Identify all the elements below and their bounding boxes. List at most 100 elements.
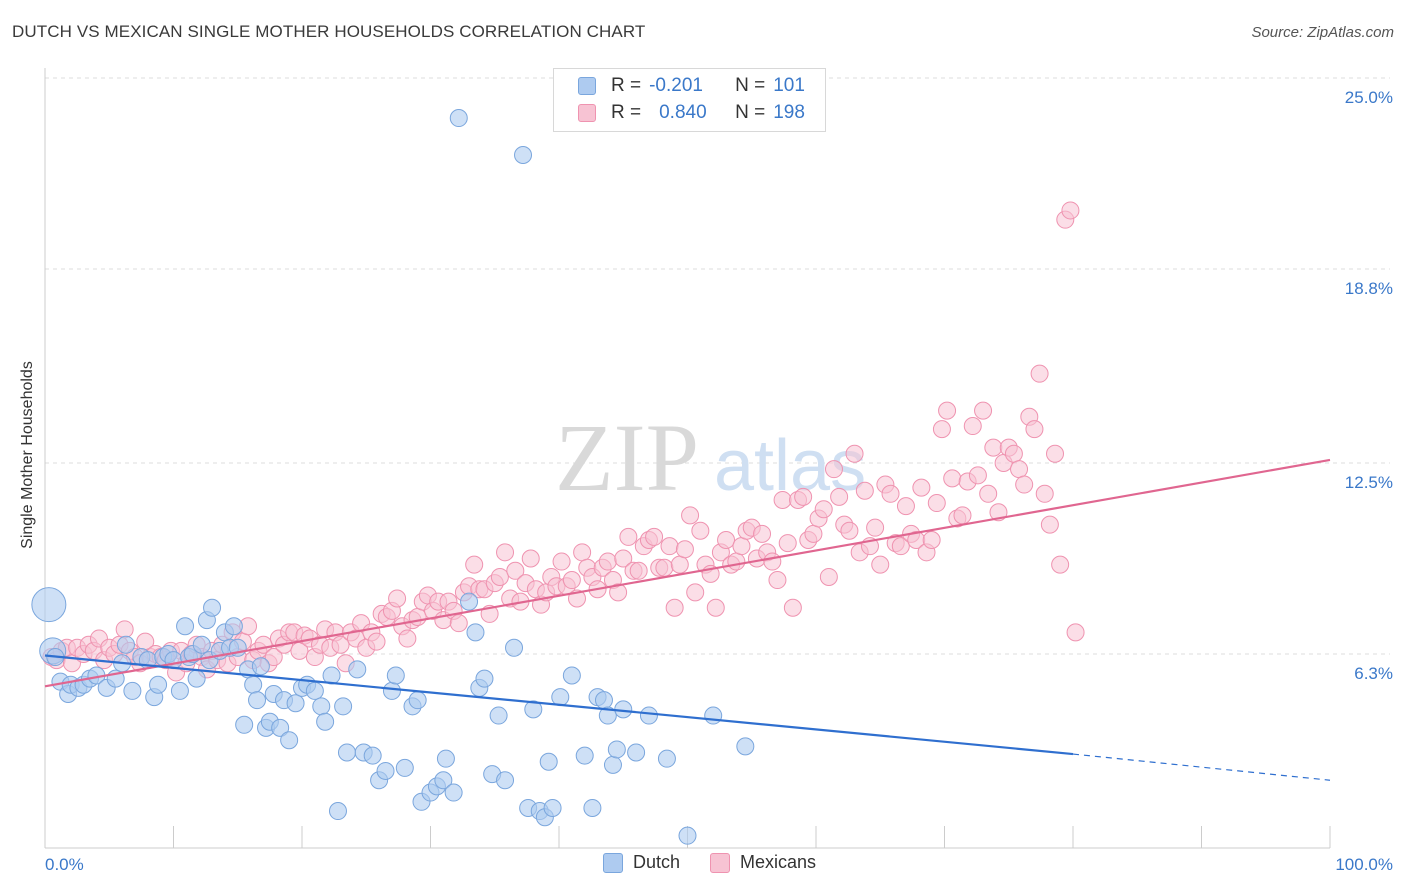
dutch-r-label: R = (611, 75, 642, 96)
mexicans-point (645, 527, 664, 546)
dutch-points (31, 109, 755, 845)
mexicans-point (1035, 484, 1054, 503)
dutch-trend-line (44, 654, 1074, 756)
series-legend: Dutch Mexicans (603, 852, 846, 873)
y-tick-label: 12.5% (1345, 473, 1393, 492)
legend-mexicans-label: Mexicans (740, 852, 817, 872)
mexicans-swatch (578, 104, 596, 122)
mexicans-point (953, 506, 972, 525)
dutch-point (444, 783, 463, 802)
dutch-point (678, 826, 697, 845)
mexicans-trend-line (44, 458, 1331, 688)
dutch-point (489, 706, 508, 725)
mexicans-point (938, 401, 957, 420)
mexicans-point (1040, 515, 1059, 534)
mexicans-point (398, 629, 417, 648)
legend-mexicans-swatch (710, 852, 731, 873)
dutch-trend-extension (1072, 753, 1331, 781)
dutch-point (575, 746, 594, 765)
legend-dutch-label: Dutch (633, 852, 681, 872)
mexicans-point (706, 598, 725, 617)
mexicans-point (573, 543, 592, 562)
dutch-point (187, 669, 206, 688)
mexicans-point (614, 549, 633, 568)
dutch-point (31, 587, 67, 623)
dutch-point (460, 592, 479, 611)
dutch-point (337, 743, 356, 762)
dutch-point (736, 737, 755, 756)
mexicans-point (845, 444, 864, 463)
mexicans-point (896, 497, 915, 516)
dutch-point (466, 623, 485, 642)
mexicans-point (881, 484, 900, 503)
dutch-point (286, 694, 305, 713)
mexicans-point (804, 524, 823, 543)
mexicans-point (974, 401, 993, 420)
dutch-n-label: N = (735, 75, 766, 96)
dutch-point (539, 752, 558, 771)
mexicans-point (506, 561, 525, 580)
mexicans-point (855, 481, 874, 500)
mexicans-r-value: 0.840 (659, 102, 707, 123)
dutch-point (116, 635, 135, 654)
legend-item-dutch: Dutch (603, 852, 680, 873)
mexicans-point (922, 531, 941, 549)
tick-labels: 6.3% 12.5% 18.8% 25.0% 0.0% 100.0% (45, 88, 1393, 874)
mexicans-point (768, 571, 787, 590)
mexicans-n-label: N = (735, 102, 766, 123)
dutch-point (583, 798, 602, 817)
dutch-point (316, 712, 335, 731)
dutch-point (496, 771, 515, 790)
dutch-point (170, 681, 189, 700)
mexicans-point (562, 571, 581, 590)
dutch-swatch (578, 77, 596, 95)
mexicans-point (717, 531, 736, 549)
y-axis-label: Single Mother Households (19, 361, 36, 549)
mexicans-point (264, 648, 283, 667)
mexicans-n-value: 198 (773, 102, 805, 123)
mexicans-point (727, 552, 746, 571)
mexicans-point (1046, 444, 1065, 463)
dutch-point (657, 749, 676, 768)
mexicans-point (686, 583, 705, 602)
mexicans-point (840, 521, 859, 540)
dutch-point (312, 697, 331, 716)
dutch-point (334, 697, 353, 716)
dutch-point (395, 758, 414, 777)
mexicans-point (773, 490, 792, 509)
dutch-point (123, 681, 142, 700)
dutch-r-value: -0.201 (649, 75, 703, 96)
dutch-point (164, 651, 183, 670)
axes (44, 68, 1331, 849)
x-tick-label: 0.0% (45, 855, 84, 874)
dutch-point (203, 598, 222, 617)
dutch-point (251, 657, 270, 676)
dutch-point (505, 638, 524, 657)
mexicans-point (408, 608, 427, 626)
mexicans-point (753, 524, 772, 543)
chart-title: DUTCH VS MEXICAN SINGLE MOTHER HOUSEHOLD… (12, 22, 646, 41)
source-label: Source: ZipAtlas.com (1251, 24, 1394, 41)
mexicans-point (490, 567, 509, 586)
mexicans-point (629, 561, 648, 580)
x-tick-label: 100.0% (1335, 855, 1393, 874)
mexicans-point (763, 552, 782, 571)
mexicans-point (675, 540, 694, 559)
mexicans-point (824, 460, 843, 479)
mexicans-point (819, 567, 838, 586)
mexicans-point (984, 438, 1003, 457)
dutch-point (562, 666, 581, 685)
mexicans-point (496, 543, 515, 562)
mexicans-point (665, 598, 684, 617)
mexicans-point (670, 555, 689, 574)
mexicans-point (619, 527, 638, 546)
correlation-legend: R = -0.201 N = 101 R = 0.840 N = 198 (553, 68, 826, 132)
mexicans-point (655, 558, 674, 577)
mexicans-point (783, 598, 802, 617)
dutch-point (408, 691, 427, 710)
mexicans-point (521, 549, 540, 568)
dutch-point (704, 706, 723, 725)
mexicans-point (943, 469, 962, 488)
mexicans-point (778, 534, 797, 553)
mexicans-point (331, 635, 350, 654)
